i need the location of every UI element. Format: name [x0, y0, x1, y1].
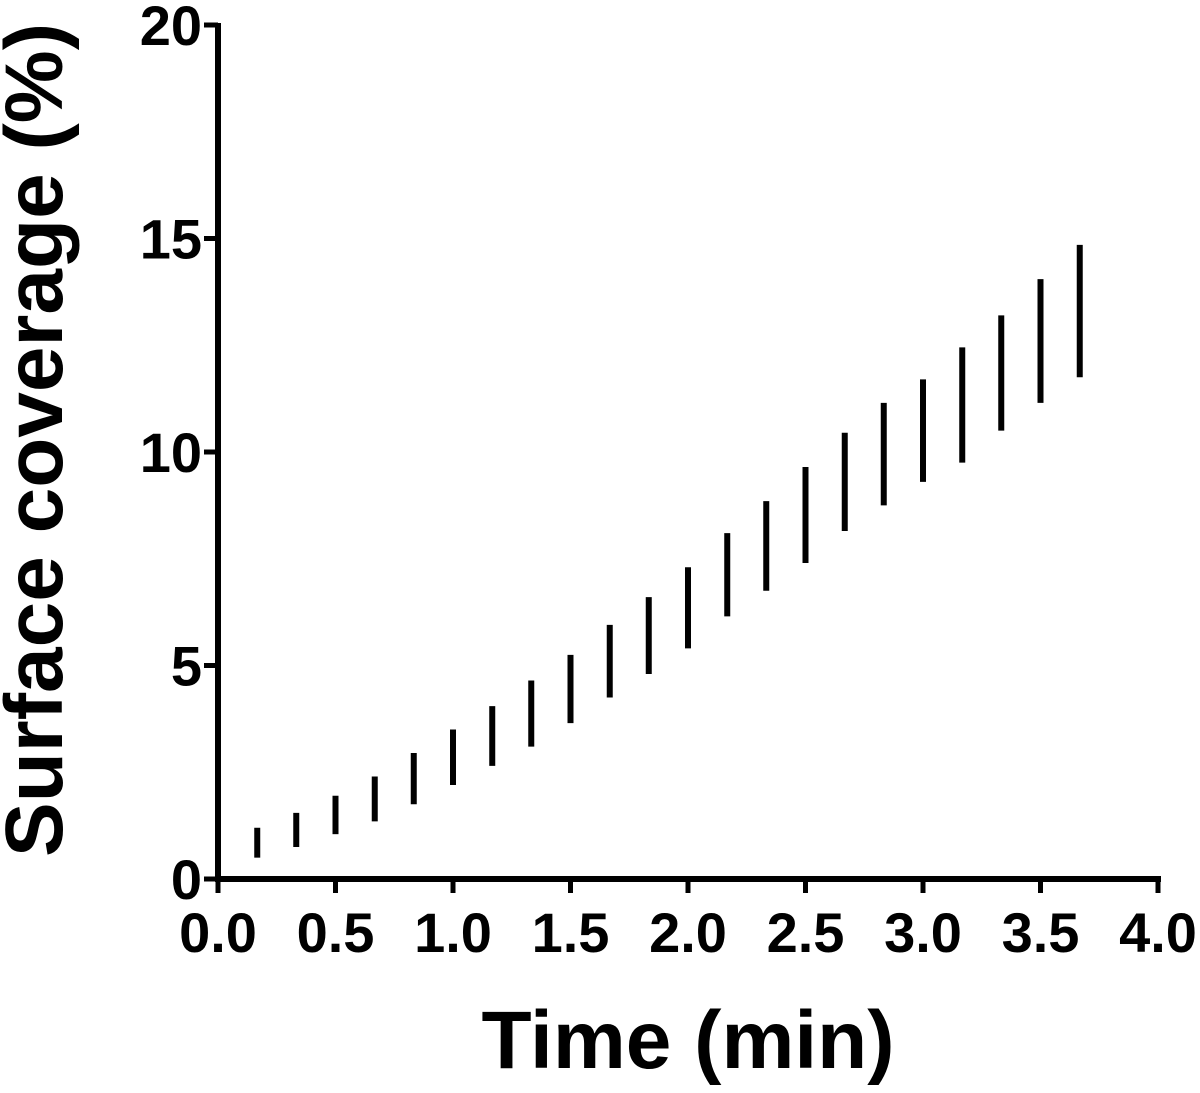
x-tick-label: 2.5	[767, 901, 845, 964]
y-axis-ticks: 0 5 10 15 20	[140, 0, 218, 911]
y-tick-label: 0	[171, 848, 202, 911]
x-axis-ticks: 0.0 0.5 1.0 1.5 2.0 2.5 3.0 3.5 4.0	[179, 879, 1197, 964]
x-tick-label: 2.0	[649, 901, 727, 964]
x-tick-label: 1.5	[532, 901, 610, 964]
x-tick-label: 3.5	[1002, 901, 1080, 964]
y-axis-title: Surface coverage (%)	[0, 23, 80, 857]
x-tick-label: 1.0	[414, 901, 492, 964]
y-tick-label: 5	[171, 635, 202, 698]
x-tick-label: 3.0	[884, 901, 962, 964]
y-tick-label: 15	[140, 208, 202, 271]
x-tick-label: 0.5	[297, 901, 375, 964]
y-tick-label: 10	[140, 421, 202, 484]
x-tick-label: 4.0	[1119, 901, 1197, 964]
data-marks	[254, 244, 1083, 858]
axes	[215, 23, 1161, 882]
y-tick-label: 20	[140, 0, 202, 57]
x-axis-title: Time (min)	[481, 995, 894, 1086]
x-tick-label: 0.0	[179, 901, 257, 964]
